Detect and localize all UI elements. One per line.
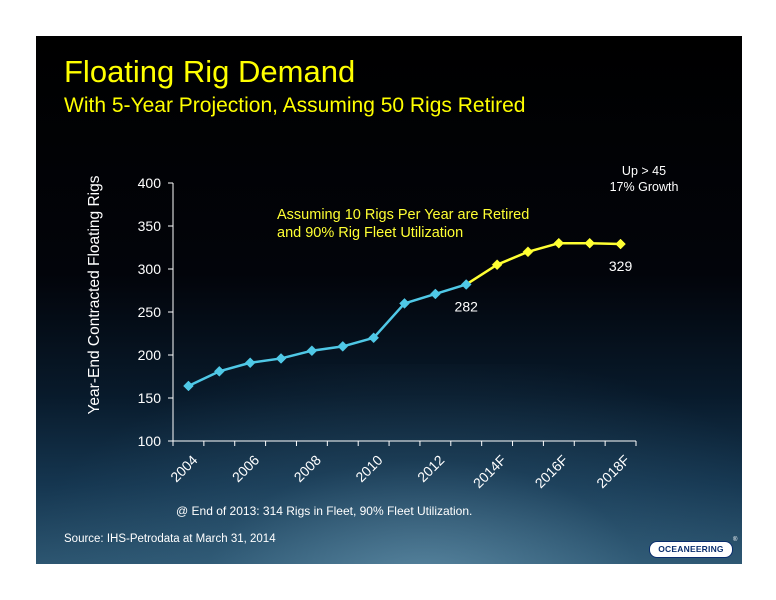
x-tick-label: 2008 [291, 452, 324, 485]
historical-point [275, 353, 287, 364]
historical-point [213, 365, 225, 377]
projection-point [553, 237, 565, 249]
oceaneering-logo: OCEANEERING [649, 541, 733, 558]
slide-title: Floating Rig Demand [64, 54, 356, 89]
historical-point [368, 332, 379, 344]
x-tick-label: 2010 [352, 452, 385, 485]
historical-point [306, 345, 318, 357]
y-tick-label: 300 [138, 261, 162, 277]
x-tick-label: 2016F [532, 452, 571, 491]
growth-note-line1: Up > 45 [621, 164, 667, 178]
historical-point [183, 380, 194, 392]
chart-annotation-line2: and 90% Rig Fleet Utilization [277, 225, 463, 241]
x-tick-label: 2004 [167, 452, 200, 485]
footnote: @ End of 2013: 314 Rigs in Fleet, 90% Fl… [176, 504, 473, 518]
historical-point [460, 279, 472, 290]
y-tick-label: 350 [138, 218, 162, 234]
x-tick-label: 2014F [470, 452, 509, 491]
historical-series-line [187, 283, 467, 388]
growth-note-line2: 17% Growth [609, 180, 679, 194]
x-tick-label: 2012 [414, 452, 447, 485]
historical-point [399, 298, 410, 309]
slide-subtitle: With 5-Year Projection, Assuming 50 Rigs… [64, 94, 526, 117]
source-note: Source: IHS-Petrodata at March 31, 2014 [64, 533, 276, 545]
historical-point [430, 288, 441, 300]
projection-series-line [465, 241, 621, 286]
projection-point [522, 246, 534, 258]
historical-point [337, 341, 349, 352]
line-chart: 100 150 200 250 300 350 400 2004 2006 2008 2010 201… [138, 175, 637, 491]
y-tick-label: 400 [138, 175, 162, 191]
x-tick-label: 2018F [593, 452, 632, 491]
projection-point [491, 259, 503, 271]
historical-point [244, 357, 256, 369]
data-label: 282 [455, 298, 479, 314]
data-label: 329 [609, 258, 633, 274]
background-glow [36, 364, 742, 564]
chart-annotation-line1: Assuming 10 Rigs Per Year are Retired [277, 207, 529, 223]
projection-point [615, 238, 626, 250]
registered-mark: ® [733, 537, 738, 543]
y-tick-label: 250 [138, 304, 162, 320]
slide: Floating Rig Demand With 5-Year Projecti… [36, 36, 742, 564]
y-tick-label: 150 [138, 390, 162, 406]
y-tick-label: 200 [138, 347, 162, 363]
x-tick-label: 2006 [229, 452, 262, 485]
projection-point [584, 237, 596, 249]
y-tick-label: 100 [138, 433, 162, 449]
